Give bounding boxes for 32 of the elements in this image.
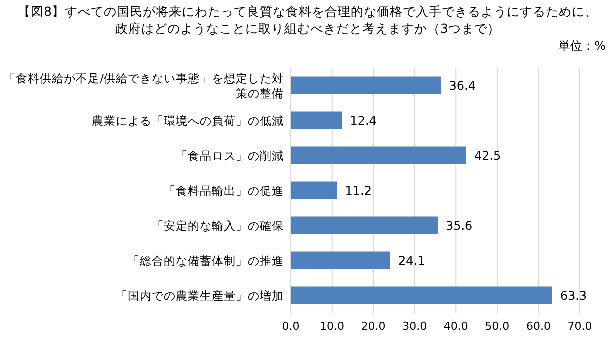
x-tick-label: 20.0 <box>361 320 386 333</box>
x-tick-label: 60.0 <box>526 320 551 333</box>
data-label: 11.2 <box>345 184 372 198</box>
bar <box>291 286 552 304</box>
x-tick-label: 30.0 <box>402 320 428 333</box>
chart-title: 【図8】すべての国民が将来にわたって良質な食料を合理的な価格で入手できるようにするために、 <box>18 4 598 19</box>
bar <box>291 252 390 270</box>
x-tick-label: 70.0 <box>568 320 592 333</box>
bar <box>291 146 466 164</box>
bar <box>291 182 338 200</box>
data-label: 42.5 <box>474 149 502 163</box>
x-tick-label: 50.0 <box>485 320 510 333</box>
x-tick-label: 10.0 <box>320 320 345 333</box>
text: 単位：% <box>558 39 606 53</box>
y-tick-label: 「食料供給が不足/供給できない事態」を想定した対策の整備 <box>4 72 284 100</box>
y-tick-label: 「総合的な備蓄体制」の推進 <box>128 254 284 268</box>
y-tick-label: 「安定的な輸入」の確保 <box>152 219 284 233</box>
y-tick-label: 「国内での農業生産量」の増加 <box>116 289 284 303</box>
y-tick-label: 「食料品輸出」の促進 <box>164 184 284 198</box>
chart-subtitle: 政府はどのようなことに取り組むべきだと考えますか（3つまで） <box>116 21 500 36</box>
data-label: 36.4 <box>449 79 476 93</box>
data-label: 12.4 <box>350 114 377 128</box>
bar <box>291 216 438 234</box>
x-tick-label: 0.0 <box>282 320 300 333</box>
data-label: 24.1 <box>398 254 426 268</box>
data-label: 63.3 <box>560 289 588 303</box>
bar <box>291 76 442 94</box>
y-tick-label: 農業による「環境への負荷」の低減 <box>92 114 284 128</box>
data-label: 35.6 <box>446 219 473 233</box>
bar <box>291 112 342 130</box>
x-tick-label: 40.0 <box>444 320 468 333</box>
y-tick-label: 「食品ロス」の削減 <box>176 149 284 163</box>
